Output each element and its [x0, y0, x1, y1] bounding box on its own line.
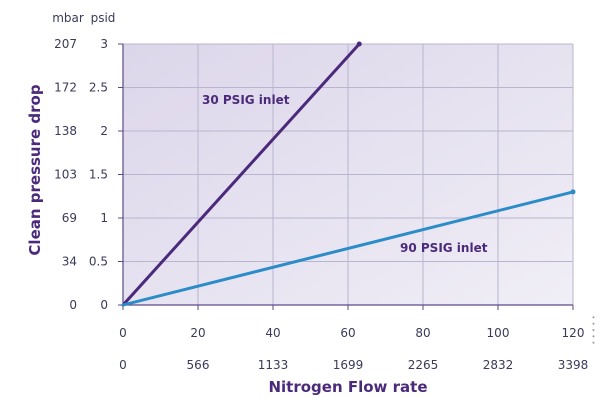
grid-lines [123, 43, 574, 305]
series-line-1 [121, 190, 575, 307]
x-tick-label: 20 [190, 326, 205, 340]
x-axis-title: Nitrogen Flow rate [268, 378, 427, 396]
y-tick-label-mbar: 138 [54, 124, 77, 138]
series-label-30-psig: 30 PSIG inlet [202, 93, 290, 107]
x-tick-label: 60 [340, 326, 355, 340]
x-tick-label: 120 [562, 326, 585, 340]
y-tick-label-mbar: 207 [54, 37, 77, 51]
x-tick-label-alt: 2265 [408, 358, 439, 372]
y-tick-label-psid: 2 [100, 124, 108, 138]
x-tick-label: 100 [487, 326, 510, 340]
series-lines [121, 41, 576, 307]
x-tick-label: 40 [265, 326, 280, 340]
series-label-90-psig: 90 PSIG inlet [400, 241, 488, 255]
x-tick-label: 0 [119, 326, 127, 340]
y-tick-label-mbar: 0 [69, 298, 77, 312]
x-tick-label-alt: 1133 [258, 358, 289, 372]
series-end-point-1 [570, 189, 576, 195]
x-tick-label-alt: 2832 [483, 358, 514, 372]
series-line-0 [121, 42, 361, 307]
y-ticks-psid: 0 0.5 1 1.5 2 2.5 3 [89, 37, 108, 312]
x-tick-label-alt: 3398 [558, 358, 589, 372]
y-tick-label-mbar: 34 [62, 255, 77, 269]
y-axis-title: Clean pressure drop [26, 84, 44, 255]
x-tick-label: 80 [415, 326, 430, 340]
side-mark: • • • • • [590, 315, 598, 345]
x-ticks-alt: 0 566 1133 1699 2265 2832 3398 [119, 358, 588, 372]
y-tick-label-mbar: 172 [54, 81, 77, 95]
y-unit-right: psid [91, 11, 116, 25]
series-end-point-0 [356, 41, 362, 47]
y-tick-label-psid: 0.5 [89, 255, 108, 269]
y-tick-label-psid: 1 [100, 211, 108, 225]
x-tick-label-alt: 1699 [333, 358, 364, 372]
y-ticks-mbar: 0 34 69 103 138 172 207 [54, 37, 77, 312]
y-tick-label-mbar: 103 [54, 168, 77, 182]
x-tick-label-alt: 0 [119, 358, 127, 372]
y-tick-label-psid: 2.5 [89, 81, 108, 95]
y-tick-label-psid: 1.5 [89, 168, 108, 182]
x-ticks: 0 20 40 60 80 100 120 [119, 326, 584, 340]
x-tick-label-alt: 566 [187, 358, 210, 372]
y-tick-label-psid: 0 [100, 298, 108, 312]
axes [118, 43, 574, 310]
y-tick-label-psid: 3 [100, 37, 108, 51]
y-unit-left: mbar [52, 11, 84, 25]
y-tick-label-mbar: 69 [62, 211, 77, 225]
